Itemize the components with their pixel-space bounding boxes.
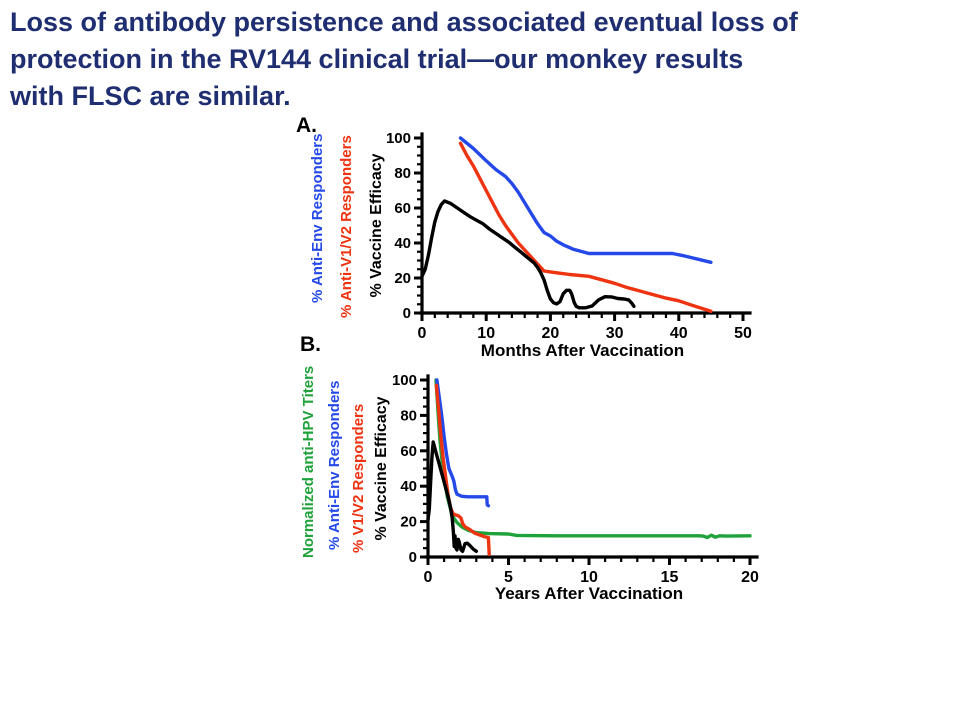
svg-text:50: 50: [734, 325, 752, 342]
panel-b-legend-anti-env-responders: % Anti-Env Responders: [326, 380, 343, 550]
svg-text:20: 20: [741, 569, 759, 586]
series-anti-env-responders: [435, 378, 491, 508]
panel-b-label: B.: [300, 333, 321, 356]
series-normalized-anti-hpv-titers: [434, 378, 752, 540]
svg-text:100: 100: [392, 372, 417, 389]
chart-b: 0 5 10 15 20 0 20 40 60 80 100 Years After Vaccinat…: [373, 372, 759, 603]
svg-text:60: 60: [394, 200, 411, 217]
panel-a-legend-anti-env-responders: % Anti-Env Responders: [309, 133, 326, 303]
svg-text:0: 0: [403, 305, 411, 322]
y-axis-label: % Vaccine Efficacy: [368, 153, 385, 297]
svg-text:80: 80: [394, 165, 411, 182]
x-axis-label: Years After Vaccination: [495, 584, 683, 603]
ticks: [414, 136, 745, 321]
panel-b-legend-normalized-anti-hpv-titers: Normalized anti-HPV Titers: [300, 365, 317, 558]
svg-text:40: 40: [394, 235, 411, 252]
svg-text:0: 0: [418, 325, 427, 342]
svg-text:5: 5: [504, 569, 513, 586]
svg-text:80: 80: [400, 407, 417, 424]
tick-labels: 0 10 20 30 40 50 0 20 40 60 80 100: [386, 130, 752, 342]
panel-a-label: A.: [296, 114, 317, 137]
svg-text:0: 0: [409, 549, 417, 566]
svg-text:10: 10: [580, 569, 598, 586]
svg-text:0: 0: [424, 569, 433, 586]
svg-text:40: 40: [670, 325, 688, 342]
series-v1-v2-responders: [434, 383, 491, 557]
panel-a-legend-anti-v1v2-responders: % Anti-V1/V2 Responders: [338, 135, 355, 318]
svg-text:60: 60: [400, 443, 417, 460]
tick-labels: 0 5 10 15 20 0 20 40 60 80 100: [392, 372, 759, 586]
chart-a: 0 10 20 30 40 50 0 20 40 60 80 100 Months After Vacc…: [368, 130, 752, 360]
series-anti-env-responders: [458, 136, 713, 265]
svg-text:40: 40: [400, 478, 417, 495]
axes: [425, 374, 759, 559]
series-vaccine-efficacy: [426, 440, 479, 554]
svg-text:15: 15: [661, 569, 679, 586]
svg-text:30: 30: [606, 325, 624, 342]
series-anti-v1-v2-responders: [458, 141, 713, 314]
svg-text:100: 100: [386, 130, 411, 147]
series-vaccine-efficacy: [420, 199, 636, 310]
ticks: [420, 378, 752, 565]
y-axis-label: % Vaccine Efficacy: [373, 396, 390, 540]
svg-text:20: 20: [400, 514, 417, 531]
svg-text:20: 20: [394, 270, 411, 287]
slide-title: Loss of antibody persistence and associa…: [10, 7, 798, 111]
x-axis-label: Months After Vaccination: [481, 341, 684, 360]
svg-text:20: 20: [542, 325, 560, 342]
svg-text:10: 10: [477, 325, 495, 342]
